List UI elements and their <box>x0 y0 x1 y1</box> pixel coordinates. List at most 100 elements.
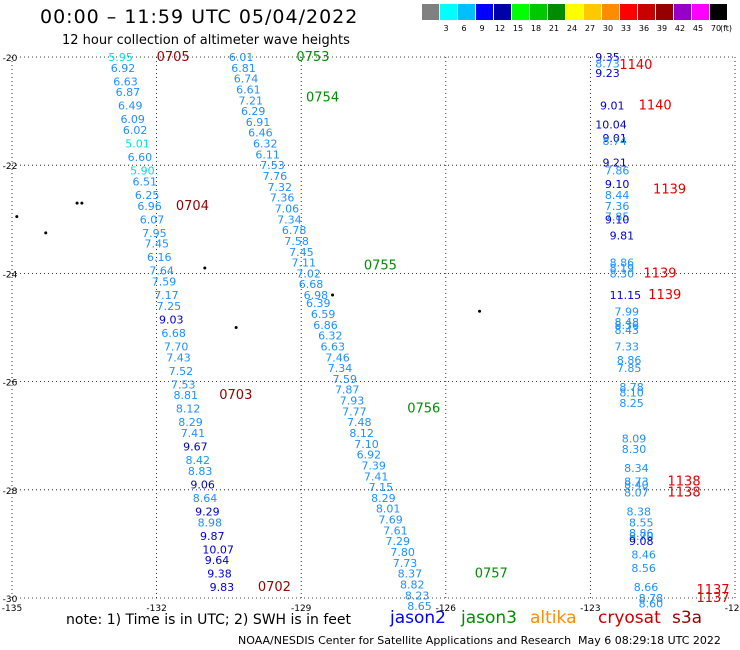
wave-height-label: 7.80 <box>390 546 415 559</box>
wave-height-label: 7.53 <box>260 159 285 172</box>
scale-label: 9 <box>479 24 485 33</box>
wave-height-label: 7.93 <box>340 395 365 408</box>
island-dot <box>203 266 207 270</box>
lon-tick-label: -135 <box>2 604 22 614</box>
lat-tick-label: -28 <box>3 487 18 497</box>
wave-height-label: 7.43 <box>166 351 191 364</box>
wave-height-label: 7.39 <box>361 459 386 472</box>
wave-height-label: 9.81 <box>610 230 635 243</box>
scale-label: 70 <box>710 24 722 33</box>
wave-height-label: 7.33 <box>615 340 640 353</box>
time-label: 0753 <box>296 50 329 65</box>
island-dot <box>80 201 84 205</box>
island-dot <box>331 293 335 297</box>
scale-swatch <box>602 4 619 20</box>
wave-height-label: 7.34 <box>328 362 353 375</box>
wave-height-label: 8.37 <box>398 568 423 581</box>
scale-label: 21 <box>548 24 560 33</box>
wave-height-label: 6.98 <box>304 289 329 302</box>
wave-height-label: 6.61 <box>236 83 261 96</box>
wave-height-label: 7.32 <box>267 181 292 194</box>
wave-height-label: 9.21 <box>602 156 627 169</box>
scale-swatch <box>494 4 511 20</box>
wave-height-label: 5.01 <box>125 138 149 151</box>
wave-height-label: 9.64 <box>205 554 230 567</box>
wave-height-label: 6.01 <box>229 51 254 64</box>
wave-height-label: 7.73 <box>393 557 418 570</box>
wave-height-label: 8.64 <box>193 492 218 505</box>
wave-height-label: 6.63 <box>320 340 345 353</box>
scale-label: 45 <box>692 24 704 33</box>
wave-height-label: 7.48 <box>347 416 372 429</box>
wave-height-label: 7.17 <box>154 289 179 302</box>
island-dot <box>478 309 482 313</box>
wave-height-label: 8.86 <box>617 354 642 367</box>
wave-height-label: 6.07 <box>140 213 165 226</box>
wave-height-label: 9.23 <box>595 67 620 80</box>
wave-height-label: 7.11 <box>292 257 317 270</box>
wave-height-label: 7.95 <box>142 227 167 240</box>
wave-height-label: 8.29 <box>371 492 396 505</box>
wave-height-label: 9.29 <box>195 505 220 518</box>
wave-height-label: 9.35 <box>595 51 620 64</box>
wave-height-label: 8.40 <box>624 478 649 491</box>
wave-height-label: 8.43 <box>615 324 640 337</box>
wave-height-label: 9.01 <box>600 100 625 113</box>
time-label: 0704 <box>176 199 209 214</box>
lat-tick-label: -22 <box>3 162 18 172</box>
wave-height-label: 7.10 <box>354 438 379 451</box>
wave-height-label: 8.30 <box>610 267 635 280</box>
wave-height-label: 7.58 <box>284 235 309 248</box>
wave-height-label: 8.29 <box>178 416 203 429</box>
wave-height-label: 8.86 <box>629 527 654 540</box>
map-subtitle: 12 hour collection of altimeter wave hei… <box>62 33 350 48</box>
wave-height-label: 6.51 <box>133 175 158 188</box>
wave-height-label: 7.85 <box>617 362 642 375</box>
scale-label: 33 <box>620 24 632 33</box>
wave-height-label: 7.34 <box>277 213 302 226</box>
wave-height-label: 8.78 <box>619 381 644 394</box>
wave-height-label: 9.83 <box>210 581 235 594</box>
wave-height-label: 7.59 <box>333 373 358 386</box>
wave-height-label: 7.06 <box>275 202 300 215</box>
wave-height-label: 6.78 <box>282 224 307 237</box>
scale-swatch <box>692 4 709 20</box>
wave-height-label: 6.09 <box>120 113 145 126</box>
wave-height-label: 8.07 <box>624 487 649 500</box>
scale-swatch <box>584 4 601 20</box>
satellite-name: s3a <box>672 608 703 628</box>
wave-height-label: 9.67 <box>183 441 208 454</box>
wave-height-label: 6.25 <box>135 189 160 202</box>
wave-height-label: 6.68 <box>299 278 324 291</box>
wave-height-label: 6.92 <box>357 449 382 462</box>
satellite-name: jason3 <box>461 608 517 628</box>
wave-height-label: 6.96 <box>137 200 162 213</box>
time-label: 1137 <box>696 583 729 598</box>
wave-height-label: 8.23 <box>405 589 430 602</box>
wave-height-label: 7.36 <box>605 200 630 213</box>
wave-height-label: 7.45 <box>289 246 314 259</box>
island-dot <box>75 201 79 205</box>
wave-height-label: 6.11 <box>255 148 280 161</box>
wave-height-label: 7.76 <box>263 170 288 183</box>
wave-height-label: 8.70 <box>629 530 654 543</box>
wave-height-label: 6.60 <box>128 151 152 164</box>
wave-height-label: 7.53 <box>171 378 196 391</box>
scale-label: 30 <box>602 24 614 33</box>
wave-height-label: 8.34 <box>624 462 649 475</box>
time-label: 0755 <box>364 258 397 273</box>
scale-label: 36 <box>638 24 650 33</box>
scale-swatch <box>638 4 655 20</box>
scale-swatch <box>476 4 493 20</box>
lon-tick-label: -123 <box>580 604 600 614</box>
wave-height-label: 5.90 <box>130 165 155 178</box>
lat-tick-label: -30 <box>3 595 18 605</box>
scale-swatch <box>566 4 583 20</box>
scale-label: 18 <box>530 24 542 33</box>
scale-label: 39 <box>656 24 668 33</box>
scale-swatch <box>548 4 565 20</box>
time-label: 1139 <box>648 288 681 303</box>
credit: NOAA/NESDIS Center for Satellite Applica… <box>238 634 572 647</box>
scale-swatch <box>656 4 673 20</box>
